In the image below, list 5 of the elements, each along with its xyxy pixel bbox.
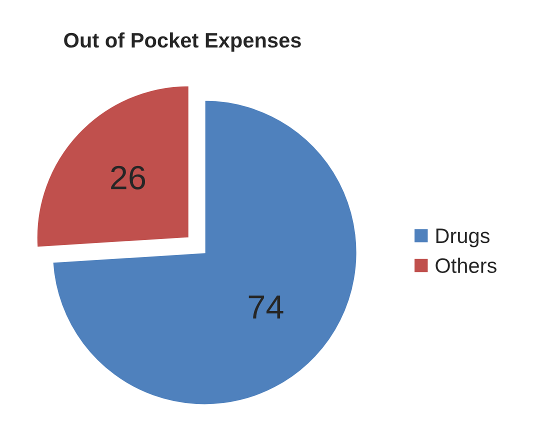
legend-label: Drugs <box>436 228 490 248</box>
chart-title: Out of Pocket Expenses <box>64 32 301 52</box>
legend-label: Others <box>436 258 496 274</box>
data-label: 74 <box>248 296 284 319</box>
data-label: 26 <box>111 166 146 190</box>
